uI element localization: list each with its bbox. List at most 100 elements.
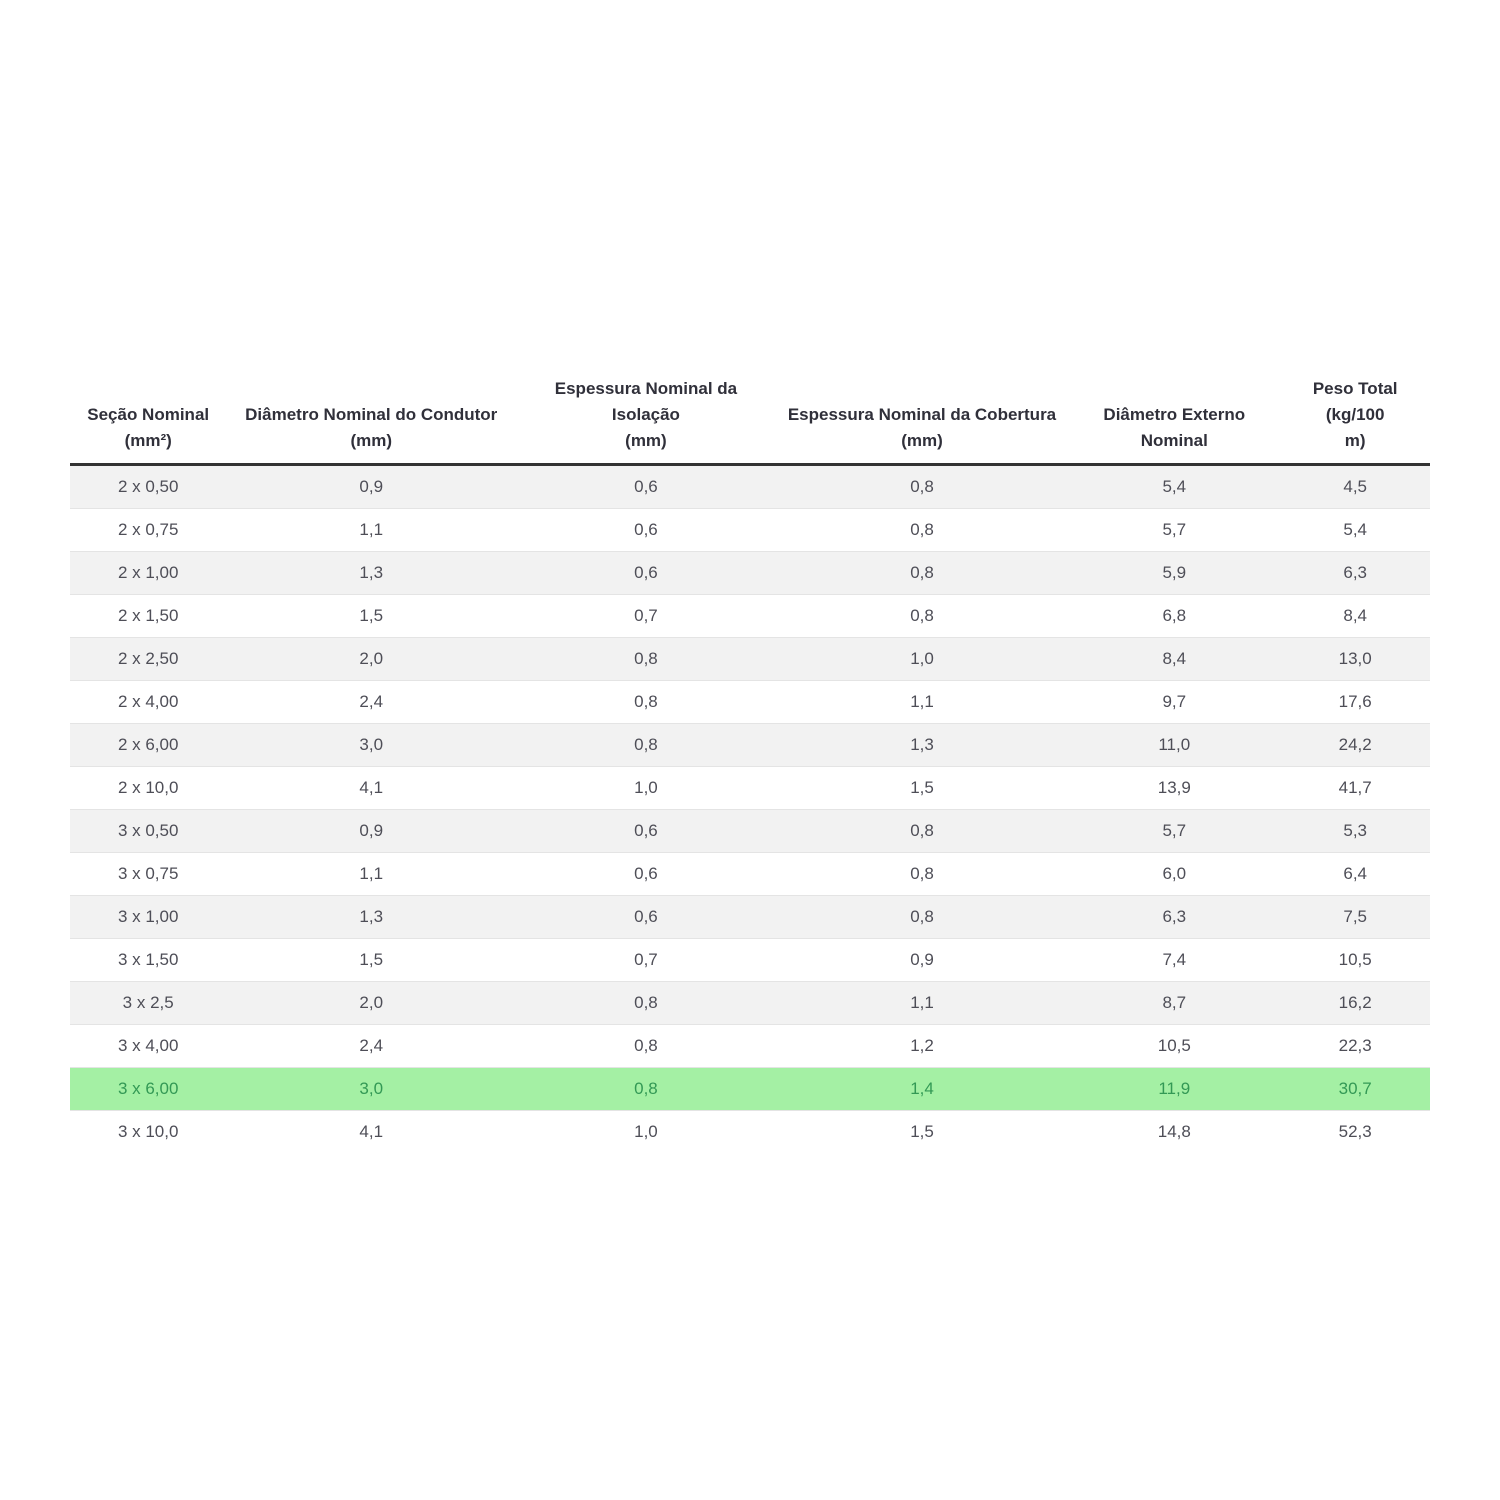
table-cell: 9,7 bbox=[1068, 680, 1281, 724]
table-cell: 0,9 bbox=[226, 464, 517, 509]
table-cell: 3 x 6,00 bbox=[70, 1067, 227, 1111]
table-cell: 0,6 bbox=[516, 551, 776, 595]
table-cell: 0,8 bbox=[516, 680, 776, 724]
column-header-line1: Espessura Nominal da Isolação bbox=[554, 379, 738, 424]
table-cell: 0,8 bbox=[775, 594, 1069, 638]
table-cell: 0,8 bbox=[516, 1024, 776, 1068]
column-header-line2: (mm) bbox=[901, 431, 943, 450]
table-row: 2 x 10,0 4,1 1,0 1,5 13,9 41,7 bbox=[70, 766, 1430, 810]
table-cell: 41,7 bbox=[1280, 766, 1430, 810]
column-header-line1: Diâmetro Externo bbox=[1103, 405, 1246, 424]
table-cell: 3,0 bbox=[226, 1067, 517, 1111]
table-cell: 6,8 bbox=[1068, 594, 1281, 638]
table-row: 3 x 0,50 0,9 0,6 0,8 5,7 5,3 bbox=[70, 809, 1430, 853]
table-cell: 0,9 bbox=[775, 938, 1069, 982]
table-cell: 2 x 2,50 bbox=[70, 637, 227, 681]
table-row: 3 x 2,5 2,0 0,8 1,1 8,7 16,2 bbox=[70, 981, 1430, 1025]
cable-spec-table-container: Seção Nominal (mm²) Diâmetro Nominal do Co… bbox=[70, 376, 1430, 1153]
column-header-line1: Espessura Nominal da Cobertura bbox=[787, 405, 1057, 424]
table-cell: 0,8 bbox=[775, 895, 1069, 939]
table-cell: 5,3 bbox=[1280, 809, 1430, 853]
table-row: 2 x 2,50 2,0 0,8 1,0 8,4 13,0 bbox=[70, 637, 1430, 681]
table-cell: 22,3 bbox=[1280, 1024, 1430, 1068]
table-cell: 2 x 6,00 bbox=[70, 723, 227, 767]
table-cell: 14,8 bbox=[1068, 1110, 1281, 1153]
table-row: 2 x 6,00 3,0 0,8 1,3 11,0 24,2 bbox=[70, 723, 1430, 767]
table-cell: 1,1 bbox=[226, 852, 517, 896]
table-cell: 3 x 0,50 bbox=[70, 809, 227, 853]
table-cell: 3 x 0,75 bbox=[70, 852, 227, 896]
highlighted-row: 3 x 6,00 3,0 0,8 1,4 11,9 30,7 bbox=[70, 1067, 1430, 1111]
table-cell: 2,0 bbox=[226, 981, 517, 1025]
table-cell: 0,8 bbox=[516, 1067, 776, 1111]
table-cell: 17,6 bbox=[1280, 680, 1430, 724]
table-cell: 2 x 0,75 bbox=[70, 508, 227, 552]
column-header-5: Diâmetro Externo Nominal bbox=[1068, 376, 1281, 466]
table-cell: 5,4 bbox=[1068, 464, 1281, 509]
table-cell: 0,6 bbox=[516, 464, 776, 509]
column-header-4: Espessura Nominal da Cobertura (mm) bbox=[775, 376, 1069, 466]
table-cell: 30,7 bbox=[1280, 1067, 1430, 1111]
table-cell: 8,7 bbox=[1068, 981, 1281, 1025]
table-cell: 0,9 bbox=[226, 809, 517, 853]
table-cell: 1,3 bbox=[226, 895, 517, 939]
table-cell: 5,4 bbox=[1280, 508, 1430, 552]
table-cell: 1,1 bbox=[775, 680, 1069, 724]
table-row: 2 x 0,50 0,9 0,6 0,8 5,4 4,5 bbox=[70, 464, 1430, 509]
column-header-line2: Nominal bbox=[1140, 431, 1208, 450]
column-header-line1: Diâmetro Nominal do Condutor bbox=[245, 405, 498, 424]
table-row: 3 x 10,0 4,1 1,0 1,5 14,8 52,3 bbox=[70, 1110, 1430, 1153]
table-cell: 2 x 1,50 bbox=[70, 594, 227, 638]
table-cell: 6,4 bbox=[1280, 852, 1430, 896]
table-row: 2 x 0,75 1,1 0,6 0,8 5,7 5,4 bbox=[70, 508, 1430, 552]
table-cell: 2,0 bbox=[226, 637, 517, 681]
table-cell: 1,1 bbox=[775, 981, 1069, 1025]
column-header-line2: (mm²) bbox=[124, 431, 172, 450]
table-row: 3 x 1,50 1,5 0,7 0,9 7,4 10,5 bbox=[70, 938, 1430, 982]
table-cell: 0,8 bbox=[775, 508, 1069, 552]
table-cell: 2,4 bbox=[226, 680, 517, 724]
table-cell: 0,6 bbox=[516, 809, 776, 853]
table-cell: 1,0 bbox=[516, 766, 776, 810]
column-header-3: Espessura Nominal da Isolação (mm) bbox=[516, 376, 776, 466]
table-cell: 2 x 1,00 bbox=[70, 551, 227, 595]
table-cell: 8,4 bbox=[1280, 594, 1430, 638]
table-cell: 7,5 bbox=[1280, 895, 1430, 939]
table-cell: 0,8 bbox=[516, 981, 776, 1025]
table-cell: 2 x 10,0 bbox=[70, 766, 227, 810]
column-header-line2: (mm) bbox=[350, 431, 392, 450]
table-cell: 13,9 bbox=[1068, 766, 1281, 810]
table-cell: 2 x 4,00 bbox=[70, 680, 227, 724]
table-cell: 2 x 0,50 bbox=[70, 464, 227, 509]
table-cell: 1,1 bbox=[226, 508, 517, 552]
column-header-line1: Peso Total (kg/100 bbox=[1312, 379, 1398, 424]
table-cell: 4,1 bbox=[226, 766, 517, 810]
table-cell: 1,3 bbox=[226, 551, 517, 595]
table-cell: 1,0 bbox=[516, 1110, 776, 1153]
table-row: 3 x 0,75 1,1 0,6 0,8 6,0 6,4 bbox=[70, 852, 1430, 896]
column-header-6: Peso Total (kg/100 m) bbox=[1280, 376, 1430, 466]
column-header-2: Diâmetro Nominal do Condutor (mm) bbox=[226, 376, 517, 466]
table-cell: 11,9 bbox=[1068, 1067, 1281, 1111]
table-cell: 3 x 1,50 bbox=[70, 938, 227, 982]
table-cell: 1,5 bbox=[775, 766, 1069, 810]
column-header-1: Seção Nominal (mm²) bbox=[70, 376, 227, 466]
table-cell: 52,3 bbox=[1280, 1110, 1430, 1153]
table-cell: 2,4 bbox=[226, 1024, 517, 1068]
column-header-line2: (mm) bbox=[625, 431, 667, 450]
table-cell: 3 x 10,0 bbox=[70, 1110, 227, 1153]
table-cell: 7,4 bbox=[1068, 938, 1281, 982]
column-header-line1: Seção Nominal bbox=[87, 405, 210, 424]
table-cell: 0,8 bbox=[775, 464, 1069, 509]
table-cell: 0,6 bbox=[516, 852, 776, 896]
header-row: Seção Nominal (mm²) Diâmetro Nominal do Co… bbox=[70, 376, 1430, 466]
table-row: 2 x 4,00 2,4 0,8 1,1 9,7 17,6 bbox=[70, 680, 1430, 724]
table-cell: 0,8 bbox=[775, 551, 1069, 595]
table-cell: 4,1 bbox=[226, 1110, 517, 1153]
table-cell: 5,9 bbox=[1068, 551, 1281, 595]
table-cell: 6,3 bbox=[1068, 895, 1281, 939]
table-cell: 3 x 4,00 bbox=[70, 1024, 227, 1068]
table-cell: 24,2 bbox=[1280, 723, 1430, 767]
table-cell: 8,4 bbox=[1068, 637, 1281, 681]
table-cell: 3 x 2,5 bbox=[70, 981, 227, 1025]
